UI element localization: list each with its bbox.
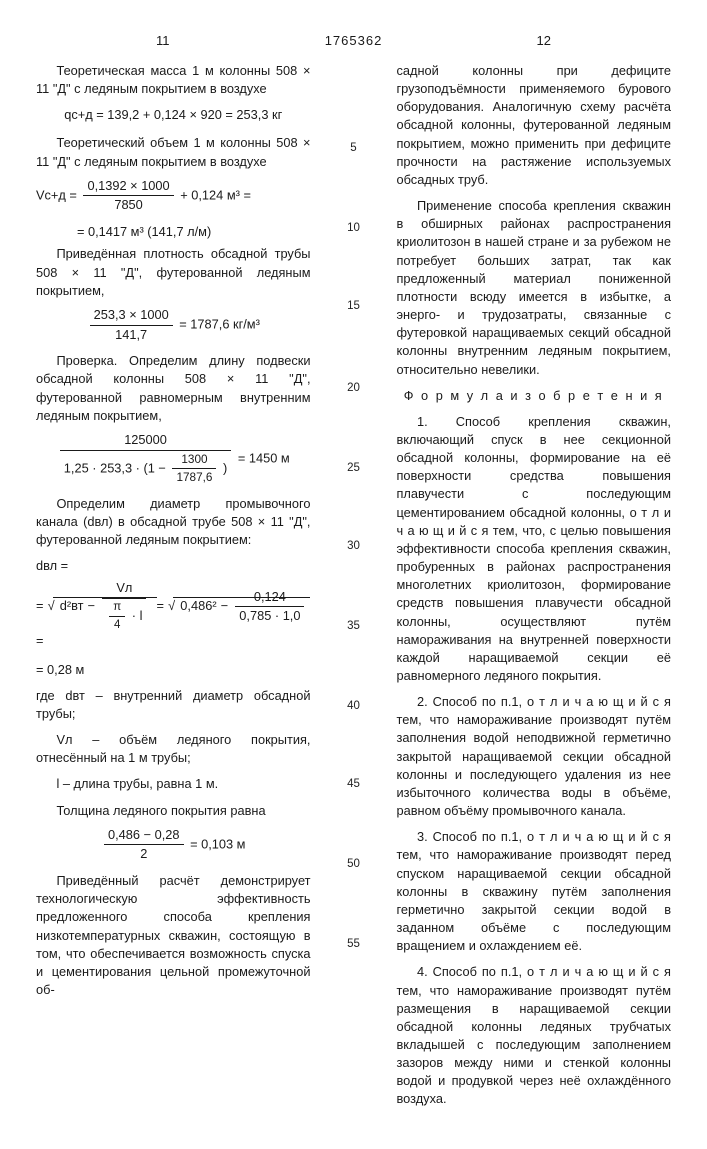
den-part: )	[223, 460, 227, 475]
line-number: 10	[347, 220, 360, 236]
line-number: 35	[347, 618, 360, 634]
numerator: Vл	[102, 581, 146, 599]
line-number: 55	[347, 936, 360, 952]
para: Теоретическая масса 1 м колонны 508 × 11…	[36, 62, 311, 98]
line-number: 5	[350, 140, 356, 156]
claim: 4. Способ по п.1, о т л и ч а ю щ и й с …	[397, 963, 672, 1108]
line-number: 40	[347, 698, 360, 714]
section-heading: Ф о р м у л а и з о б р е т е н и я	[397, 387, 672, 405]
den-part: 1,25 · 253,3 · (1 −	[64, 460, 166, 475]
para: Толщина ледяного покрытия равна	[36, 802, 311, 820]
numerator: 1300	[172, 453, 216, 470]
denominator: π 4 · l	[102, 599, 146, 632]
equation: Vс+д = 0,1392 × 1000 7850 + 0,124 м³ =	[36, 179, 311, 213]
eq-tail: = 1787,6 кг/м³	[179, 316, 260, 331]
page-number-left: 11	[156, 32, 170, 50]
sqrt-body: d²вт − Vл π 4 · l	[53, 597, 157, 613]
numerator: 0,124	[235, 590, 304, 608]
numerator: 0,1392 × 1000	[83, 179, 173, 197]
line-number: 50	[347, 856, 360, 872]
page-header: 11 1765362 12	[36, 32, 671, 52]
fraction: Vл π 4 · l	[102, 581, 146, 632]
equation: 253,3 × 1000 141,7 = 1787,6 кг/м³	[36, 308, 311, 342]
denominator: 1787,6	[172, 469, 216, 485]
equation-result: = 0,1417 м³ (141,7 л/м)	[36, 223, 311, 241]
para: Приведённая плотность обсадной трубы 508…	[36, 245, 311, 299]
eq-tail: = 0,103 м	[190, 836, 245, 851]
denominator: 141,7	[90, 326, 173, 343]
denominator: 1,25 · 253,3 · (1 − 1300 1787,6 )	[60, 451, 231, 485]
para-continuation: садной колонны при дефиците грузоподъёмн…	[397, 62, 672, 189]
eq-part: d²вт −	[60, 598, 95, 613]
column-right: садной колонны при дефиците грузоподъёмн…	[397, 62, 672, 1117]
denominator: 0,785 · 1,0	[235, 607, 304, 624]
eq-tail: + 0,124 м³ =	[180, 187, 251, 202]
numerator: π	[109, 601, 125, 617]
equation: 0,486 − 0,28 2 = 0,103 м	[36, 828, 311, 862]
numerator: 0,486 − 0,28	[104, 828, 184, 846]
sqrt-body: 0,486² − 0,124 0,785 · 1,0	[173, 597, 310, 613]
fraction-inner: π 4	[109, 601, 125, 632]
document-number: 1765362	[325, 32, 383, 50]
eq-tail: = 1450 м	[238, 450, 290, 465]
numerator: 253,3 × 1000	[90, 308, 173, 326]
denominator: 4	[109, 617, 125, 632]
where-clause: где dвт – внутренний диаметр обсадной тр…	[36, 687, 311, 723]
para: Проверка. Определим длину подвески обсад…	[36, 352, 311, 425]
para: Приведённый расчёт демонстрирует техноло…	[36, 872, 311, 999]
eq-eq: =	[157, 598, 164, 613]
column-left: Теоретическая масса 1 м колонны 508 × 11…	[36, 62, 311, 1117]
two-column-body: Теоретическая масса 1 м колонны 508 × 11…	[36, 62, 671, 1117]
denominator: 2	[104, 845, 184, 862]
fraction: 253,3 × 1000 141,7	[90, 308, 173, 342]
page-number-right: 12	[537, 32, 551, 50]
line-number: 45	[347, 776, 360, 792]
numerator: 125000	[60, 433, 231, 451]
claim: 1. Способ крепления скважин, включающий …	[397, 413, 672, 685]
claim: 2. Способ по п.1, о т л и ч а ю щ и й с …	[397, 693, 672, 820]
equation: 125000 1,25 · 253,3 · (1 − 1300 1787,6 )…	[36, 433, 311, 485]
line-number: 20	[347, 380, 360, 396]
fraction: 125000 1,25 · 253,3 · (1 − 1300 1787,6 )	[60, 433, 231, 485]
equation-lhs: dвл =	[36, 557, 311, 575]
where-clause: Vл – объём ледяного покрытия, отнесённый…	[36, 731, 311, 767]
para: Применение способа крепления скважин в о…	[397, 197, 672, 379]
den-part: · l	[132, 608, 143, 623]
line-number: 30	[347, 538, 360, 554]
para: Теоретический объем 1 м колонны 508 × 11…	[36, 134, 311, 170]
equation: = √ d²вт − Vл π 4 · l = √ 0,486² −	[36, 581, 311, 650]
eq-part: 0,486² −	[180, 598, 228, 613]
where-clause: l – длина трубы, равна 1 м.	[36, 775, 311, 793]
line-number: 25	[347, 460, 360, 476]
eq-lhs: Vс+д =	[36, 187, 77, 202]
fraction: 0,1392 × 1000 7850	[83, 179, 173, 213]
claim: 3. Способ по п.1, о т л и ч а ю щ и й с …	[397, 828, 672, 955]
equation-result: = 0,28 м	[36, 661, 311, 679]
fraction: 0,124 0,785 · 1,0	[235, 590, 304, 624]
line-number: 15	[347, 298, 360, 314]
para: Определим диаметр промывочного канала (d…	[36, 495, 311, 549]
equation: qс+д = 139,2 + 0,124 × 920 = 253,3 кг	[36, 106, 311, 124]
denominator: 7850	[83, 196, 173, 213]
fraction-inner: 1300 1787,6	[172, 453, 216, 485]
fraction: 0,486 − 0,28 2	[104, 828, 184, 862]
line-number-gutter: 5 10 15 20 25 30 35 40 45 50 55	[345, 62, 363, 1117]
